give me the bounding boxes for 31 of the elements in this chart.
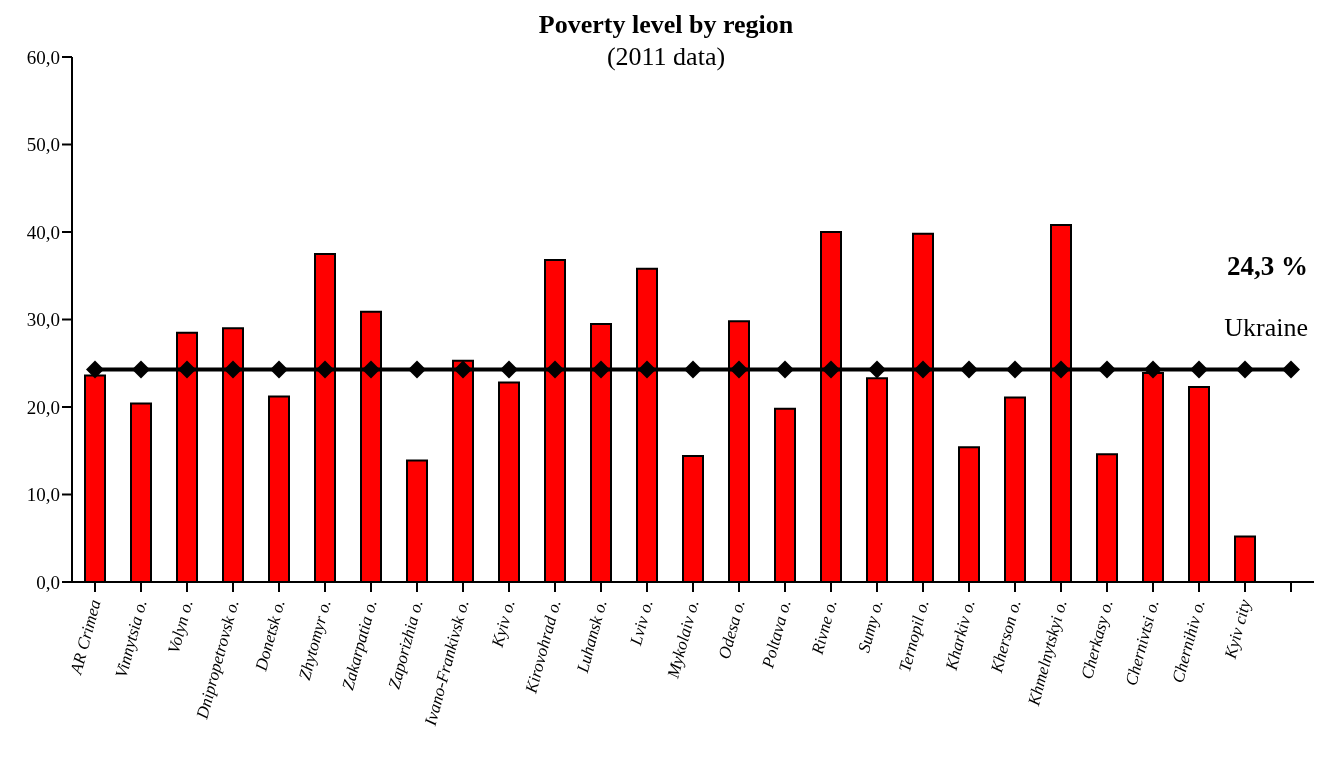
x-tick-label: Kherson o. [986,597,1025,676]
x-tick-label: Ternopil o. [895,597,933,675]
chart-title: Poverty level by region [537,10,795,40]
y-tick-label: 60,0 [26,46,60,68]
x-tick-label: Cherkasy o. [1077,597,1117,682]
y-tick-label: 50,0 [26,134,60,156]
x-tick-label: Luhansk o. [572,597,611,676]
annotation: Ukraine [1224,313,1308,343]
x-tick-label: Chernihiv o. [1168,597,1209,685]
x-tick-label: Chernivtsi o. [1121,597,1163,688]
x-tick-label: Kyiv o. [487,597,519,651]
chart-subtitle: (2011 data) [606,42,726,71]
x-tick-label: Vinnytsia o. [111,597,151,680]
x-tick-label: Volyn o. [164,597,197,656]
x-tick-label: Sumy o. [854,597,887,655]
x-tick-label: Poltava o. [757,597,795,672]
x-tick-label: Donetsk o. [251,597,289,674]
y-tick-label: 30,0 [26,309,60,331]
x-tick-label: Kharkiv o. [941,597,979,673]
x-tick-label: AR Crimea [66,597,105,677]
y-tick-label: 0,0 [36,571,60,593]
y-tick-label: 20,0 [26,396,60,418]
x-tick-label: Kyiv city [1220,597,1255,662]
y-tick-label: 10,0 [26,484,60,506]
x-tick-label: Rivne o. [807,597,841,658]
annotation: 24,3 % [1227,251,1308,282]
y-tick-label: 40,0 [26,221,60,243]
x-tick-label: Mykolaiv o. [663,597,703,682]
x-tick-label: Odesa o. [714,597,749,661]
x-tick-label: Zhytomyr o. [294,597,335,682]
x-tick-label: Lviv o. [626,597,657,649]
